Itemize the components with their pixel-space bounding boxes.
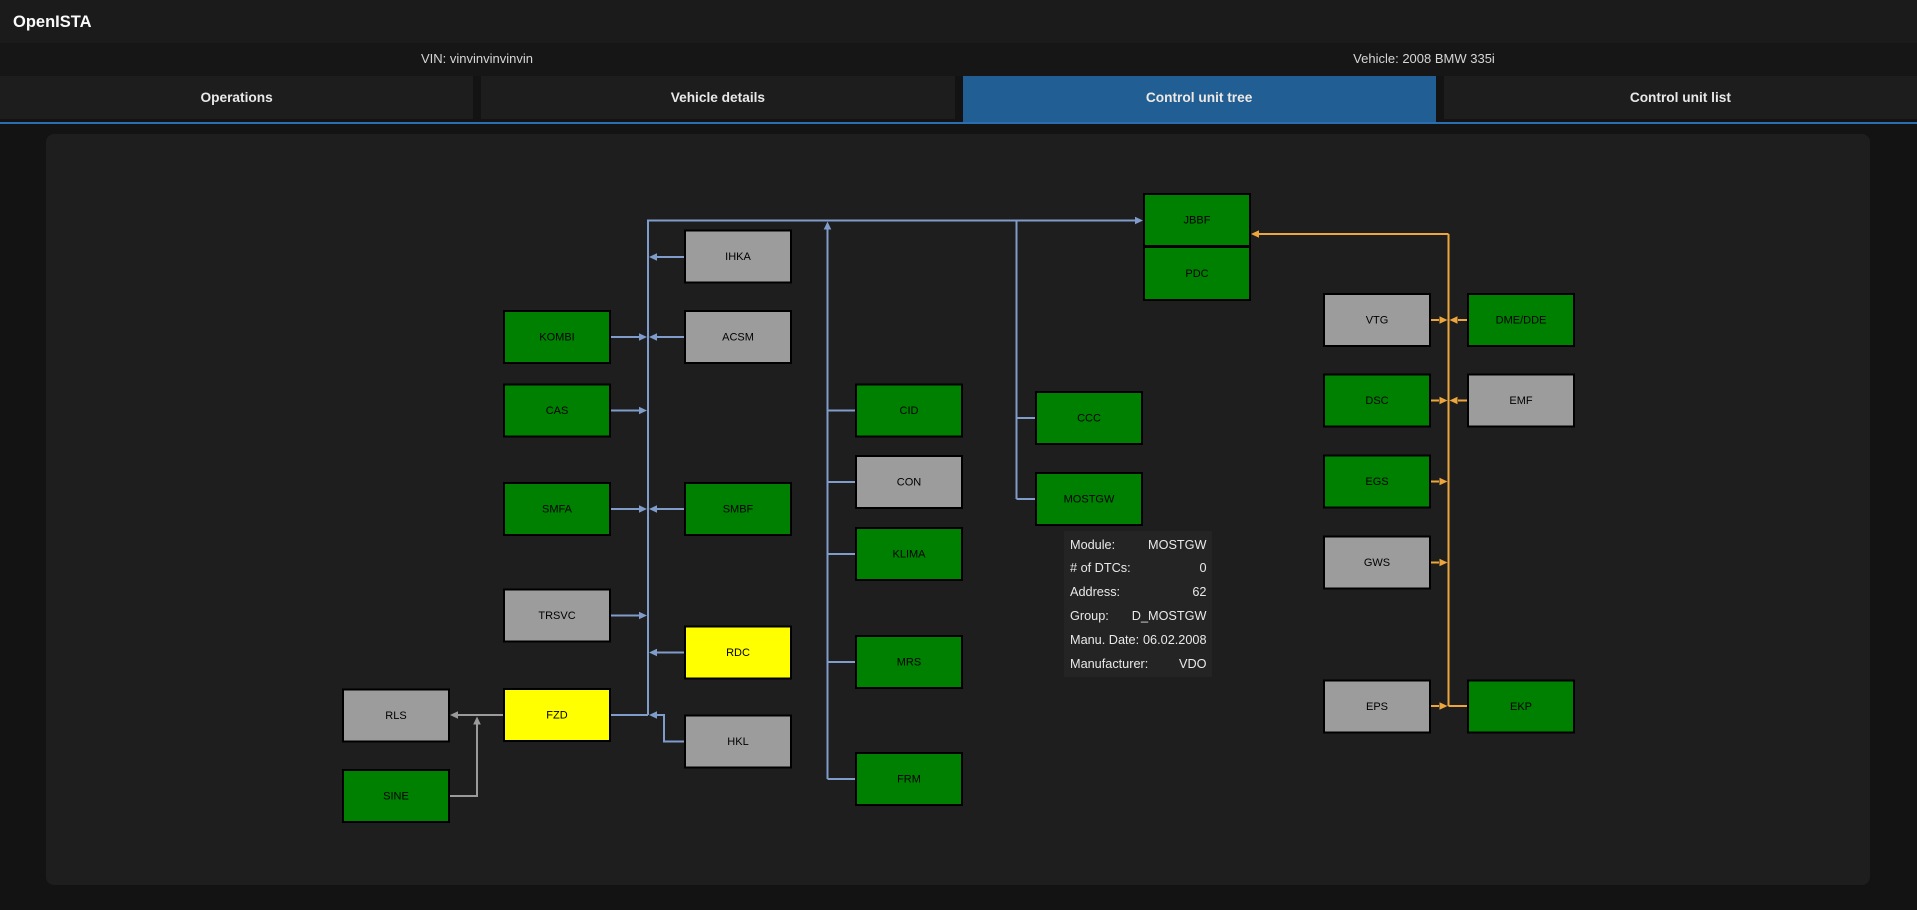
svg-text:FZD: FZD xyxy=(546,710,567,722)
svg-text:HKL: HKL xyxy=(727,736,748,748)
svg-text:KOMBI: KOMBI xyxy=(539,332,574,344)
svg-text:CID: CID xyxy=(900,405,919,417)
svg-text:CON: CON xyxy=(897,477,922,489)
svg-text:MRS: MRS xyxy=(897,657,921,669)
svg-text:RLS: RLS xyxy=(385,710,406,722)
svg-text:SINE: SINE xyxy=(383,791,409,803)
svg-text:RDC: RDC xyxy=(726,647,750,659)
svg-text:SMFA: SMFA xyxy=(542,504,573,516)
svg-text:FRM: FRM xyxy=(897,774,921,786)
svg-text:KLIMA: KLIMA xyxy=(892,549,926,561)
svg-text:DSC: DSC xyxy=(1365,395,1388,407)
svg-text:DME/DDE: DME/DDE xyxy=(1496,315,1547,327)
svg-text:EKP: EKP xyxy=(1510,701,1532,713)
svg-text:CAS: CAS xyxy=(546,405,569,417)
svg-text:JBBF: JBBF xyxy=(1184,215,1211,227)
svg-text:VTG: VTG xyxy=(1366,315,1389,327)
svg-text:IHKA: IHKA xyxy=(725,251,751,263)
svg-text:MOSTGW: MOSTGW xyxy=(1064,494,1115,506)
svg-text:PDC: PDC xyxy=(1185,268,1208,280)
svg-text:EMF: EMF xyxy=(1509,395,1533,407)
svg-text:TRSVC: TRSVC xyxy=(538,610,575,622)
svg-text:GWS: GWS xyxy=(1364,557,1390,569)
svg-text:ACSM: ACSM xyxy=(722,332,754,344)
svg-text:SMBF: SMBF xyxy=(723,504,754,516)
svg-text:EPS: EPS xyxy=(1366,701,1388,713)
svg-text:CCC: CCC xyxy=(1077,413,1101,425)
svg-text:EGS: EGS xyxy=(1365,476,1388,488)
